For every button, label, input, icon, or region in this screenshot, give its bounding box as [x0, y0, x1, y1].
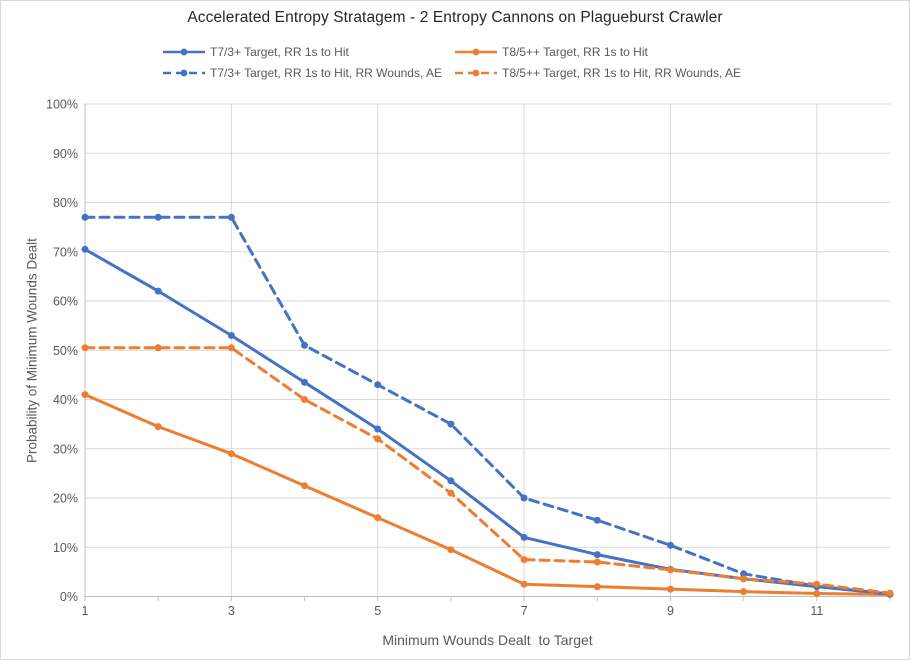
series-3-point-2 [154, 344, 162, 352]
x-tick-label: 1 [82, 604, 89, 618]
y-tick-label: 80% [53, 196, 78, 210]
series-0-point-8 [593, 551, 601, 559]
series-1-point-6 [447, 546, 455, 554]
x-tick-label: 9 [667, 604, 674, 618]
series-0-point-3 [227, 332, 235, 339]
legend-label: T7/3+ Target, RR 1s to Hit, RR Wounds, A… [210, 66, 442, 80]
x-tick-label: 7 [521, 604, 528, 618]
series-3-point-3 [227, 344, 235, 352]
series-0-point-4 [301, 378, 308, 386]
series-1-point-1 [81, 391, 89, 399]
x-tick-label: 5 [374, 604, 381, 618]
series-3-point-1 [81, 344, 89, 352]
legend-label: T8/5++ Target, RR 1s to Hit, RR Wounds, … [502, 66, 741, 80]
y-tick-label: 0% [60, 590, 78, 604]
x-tick-label: 11 [810, 604, 823, 618]
legend-label: T8/5++ Target, RR 1s to Hit [502, 45, 648, 59]
legend-item-3: T8/5++ Target, RR 1s to Hit, RR Wounds, … [455, 66, 747, 80]
y-tick-label: 30% [53, 442, 78, 456]
series-1-point-2 [154, 423, 162, 431]
series-3-point-10 [740, 575, 748, 583]
series-2-point-8 [593, 516, 601, 524]
series-1-point-3 [227, 450, 235, 458]
legend-row-2: T7/3+ Target, RR 1s to Hit, RR Wounds, A… [163, 66, 747, 80]
legend-item-1: T8/5++ Target, RR 1s to Hit [455, 45, 747, 59]
series-2-point-2 [154, 213, 162, 221]
legend-marker-solid-line-icon [163, 48, 205, 56]
legend-row-1: T7/3+ Target, RR 1s to Hit T8/5++ Target,… [163, 45, 747, 59]
x-axis-title: Minimum Wounds Dealt to Target [382, 632, 593, 648]
series-1-point-5 [374, 514, 382, 522]
y-tick-label: 10% [53, 541, 78, 555]
y-axis-title: Probability of Minimum Wounds Dealt [24, 238, 40, 463]
series-3-point-9 [667, 566, 674, 574]
legend-item-2: T7/3+ Target, RR 1s to Hit, RR Wounds, A… [163, 66, 455, 80]
y-tick-label: 70% [53, 245, 78, 259]
series-3-point-4 [301, 396, 308, 403]
series-3-point-7 [520, 556, 528, 564]
series-2-point-1 [81, 213, 89, 221]
y-tick-label: 60% [53, 295, 78, 309]
series-3-point-8 [593, 558, 601, 566]
series-0-point-6 [447, 477, 455, 485]
series-0-point-2 [154, 287, 162, 295]
series-2-point-9 [667, 541, 674, 549]
series-2-point-7 [520, 494, 528, 502]
series-3-point-11 [813, 580, 821, 588]
y-tick-label: 20% [53, 492, 78, 506]
legend-marker-dashed-line-icon [455, 69, 497, 77]
y-tick-label: 50% [53, 344, 78, 358]
legend-item-0: T7/3+ Target, RR 1s to Hit [163, 45, 455, 59]
series-2-point-10 [740, 570, 748, 578]
series-1-point-7 [520, 580, 528, 588]
series-2-point-6 [447, 420, 455, 428]
chart-title: Accelerated Entropy Stratagem - 2 Entrop… [187, 9, 723, 26]
series-3-point-6 [447, 489, 455, 497]
y-tick-label: 100% [46, 98, 78, 112]
legend-marker-solid-line-icon [455, 48, 497, 56]
series-2-point-5 [374, 381, 382, 389]
y-tick-label: 40% [53, 393, 78, 407]
series-0-point-5 [374, 425, 382, 433]
series-2-point-3 [227, 213, 235, 221]
legend-label: T7/3+ Target, RR 1s to Hit [210, 45, 349, 59]
x-tick-label: 3 [228, 604, 235, 618]
series-1-point-10 [740, 588, 748, 596]
series-3-point-5 [374, 435, 382, 443]
series-line-3 [83, 346, 892, 595]
series-0-point-1 [81, 245, 89, 253]
series-1-point-11 [813, 590, 821, 597]
series-0-point-7 [520, 533, 528, 541]
series-1-point-4 [301, 482, 308, 490]
series-1-point-9 [667, 585, 674, 593]
series-line-2 [83, 215, 892, 596]
series-2-point-4 [301, 341, 308, 349]
series-3-point-12 [886, 589, 894, 597]
series-1-point-8 [593, 583, 601, 591]
y-tick-label: 90% [53, 147, 78, 161]
legend-marker-dashed-line-icon [163, 69, 205, 77]
legend: T7/3+ Target, RR 1s to Hit T8/5++ Target,… [1, 45, 909, 80]
series-line-1 [83, 393, 892, 596]
